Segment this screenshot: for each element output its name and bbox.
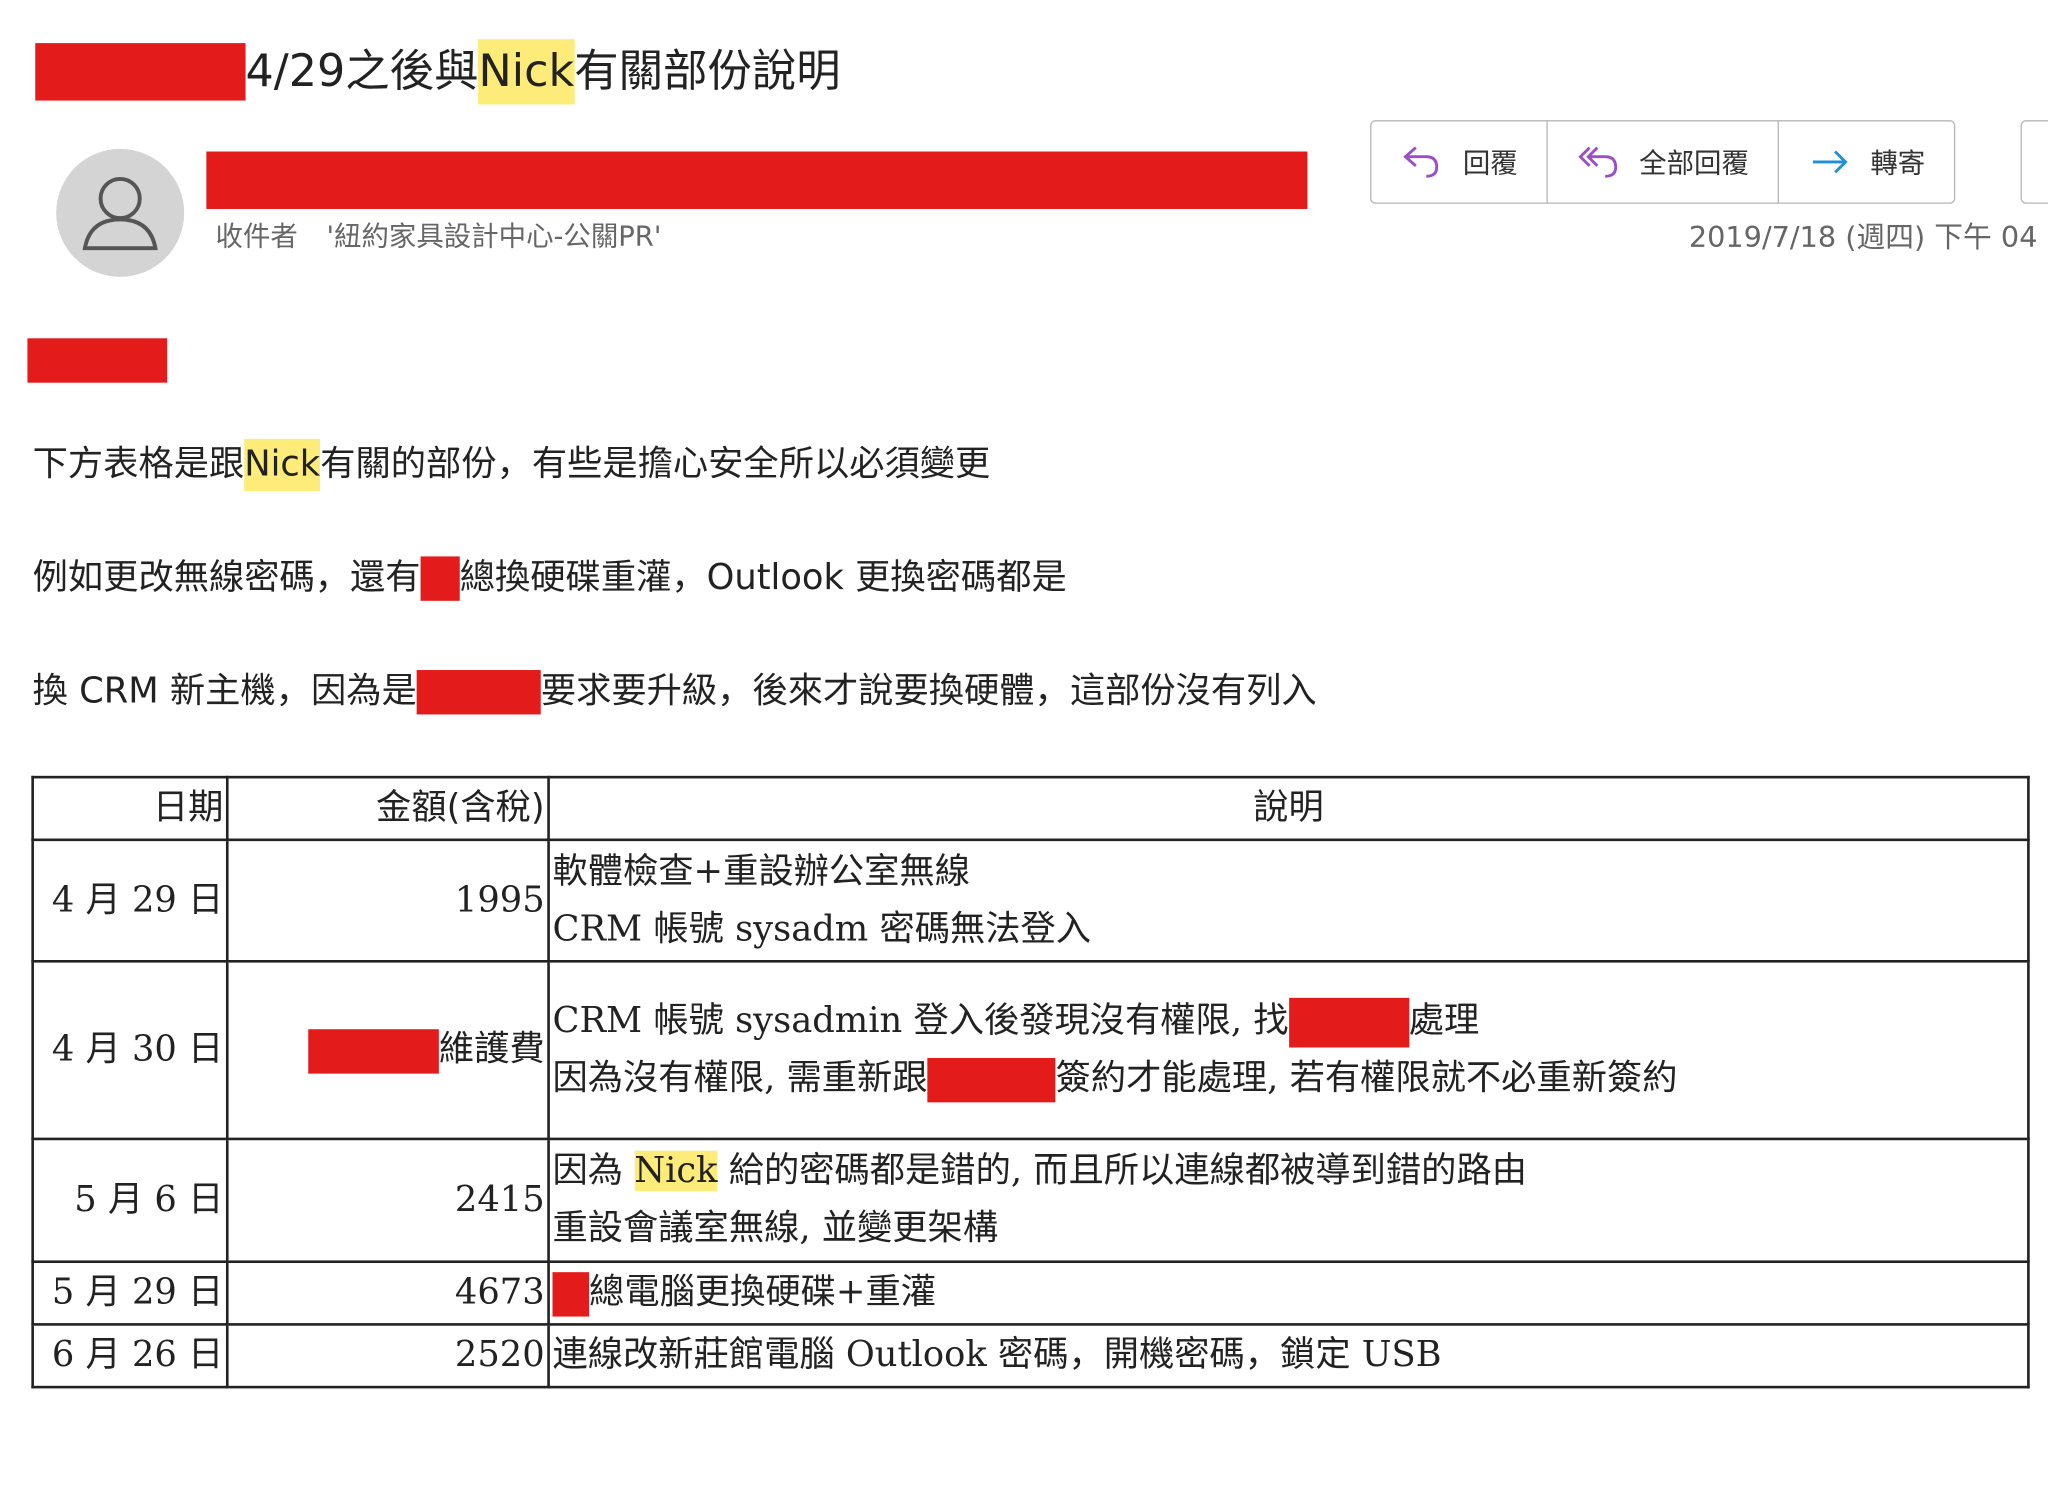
text: 因為沒有權限, 需重新跟 [552, 1057, 928, 1099]
charges-table: 日期 金額(含稅) 說明 4 月 29 日 1995 軟體檢查+重設辦公室無線 C… [31, 775, 2030, 1389]
cell-date: 5 月 6 日 [31, 1137, 229, 1264]
cell-date: 4 月 29 日 [31, 838, 229, 963]
subject-text-rest: 有關部份說明 [574, 45, 841, 98]
avatar[interactable] [56, 148, 185, 277]
desc-line: 連線改新莊館電腦 Outlook 密碼，開機密碼，鎖定 USB [552, 1334, 1442, 1376]
recipient-name[interactable]: '紐約家具設計中心-公關PR' [326, 220, 662, 253]
greeting-redaction [27, 338, 168, 383]
desc-line: 因為沒有權限, 需重新跟 簽約才能處理, 若有權限就不必重新簽約 [552, 1050, 2024, 1107]
action-toolbar: 回覆 全部回覆 轉寄 [1370, 120, 1956, 204]
cell-date: 6 月 26 日 [31, 1323, 229, 1389]
redaction [552, 1271, 590, 1316]
redaction [35, 43, 246, 101]
cell-description: CRM 帳號 sysadmin 登入後發現沒有權限, 找 處理 因為沒有權限, 需… [547, 959, 2030, 1141]
text: 換 CRM 新主機，因為是 [32, 671, 417, 712]
text: 例如更改無線密碼，還有 [32, 557, 421, 599]
body-paragraph-1: 下方表格是跟 Nick 有關的部份，有些是擔心安全所以必須變更 [32, 438, 991, 492]
redaction [420, 556, 460, 601]
reply-label: 回覆 [1462, 147, 1518, 179]
cell-amount: 4673 [225, 1260, 550, 1326]
desc-line: CRM 帳號 sysadm 密碼無法登入 [552, 908, 1092, 949]
subject-highlight: Nick [478, 39, 575, 105]
body-paragraph-3: 換 CRM 新主機，因為是 要求要升級，後來才說要換硬體，這部份沒有列入 [33, 666, 1317, 718]
reply-all-label: 全部回覆 [1639, 147, 1749, 179]
header-amount: 金額(含稅) [225, 775, 550, 842]
text: CRM 帳號 sysadmin 登入後發現沒有權限, 找 [552, 1000, 1289, 1041]
cell-amount: 2520 [225, 1323, 550, 1389]
redaction [416, 670, 541, 715]
reply-icon [1403, 146, 1439, 178]
text: 處理 [1408, 1000, 1480, 1041]
reply-button[interactable]: 回覆 [1371, 121, 1548, 203]
cell-amount: 2415 [225, 1137, 550, 1264]
redaction [927, 1057, 1056, 1102]
cell-amount: 1995 [225, 838, 550, 963]
recipient-label: 收件者 [215, 220, 298, 253]
desc-line: 總電腦更換硬碟+重灌 [552, 1264, 2024, 1321]
recipient-line: 收件者 '紐約家具設計中心-公關PR' [216, 216, 662, 255]
cell-date: 4 月 30 日 [31, 959, 229, 1141]
redaction [308, 1028, 439, 1073]
more-actions-button[interactable] [2020, 120, 2048, 204]
cell-date: 5 月 29 日 [31, 1260, 229, 1326]
forward-button[interactable]: 轉寄 [1779, 121, 1954, 202]
forward-icon [1812, 150, 1848, 174]
header-description: 說明 [547, 775, 2030, 842]
text: 因為 [552, 1150, 635, 1192]
person-icon [82, 176, 158, 251]
text: 簽約才能處理, 若有權限就不必重新簽約 [1055, 1057, 1678, 1099]
text: 總換硬碟重灌，Outlook 更換密碼都是 [459, 557, 1067, 599]
desc-line: 軟體檢查+重設辦公室無線 [552, 850, 970, 892]
forward-label: 轉寄 [1870, 147, 1926, 179]
table-row: 5 月 6 日 2415 因為 Nick 給的密碼都是錯的, 而且所以連線都被導… [31, 1137, 2030, 1264]
text: 總電腦更換硬碟+重灌 [589, 1272, 936, 1313]
table-header-row: 日期 金額(含稅) 說明 [31, 775, 2030, 842]
cell-amount: 維護費 [225, 959, 550, 1141]
amount-text: 維護費 [438, 1029, 545, 1070]
text: 要求要升級，後來才說要換硬體，這部份沒有列入 [540, 671, 1317, 712]
reply-all-button[interactable]: 全部回覆 [1548, 121, 1779, 203]
subject-text: 4/29之後與 [245, 45, 479, 98]
desc-line: 重設會議室無線, 並變更架構 [552, 1208, 999, 1249]
desc-line: CRM 帳號 sysadmin 登入後發現沒有權限, 找 處理 [552, 993, 2024, 1050]
highlight-text: Nick [634, 1150, 718, 1192]
sent-date: 2019/7/18 (週四) 下午 04 [1688, 222, 2038, 255]
sender-redaction [206, 151, 1308, 209]
table-row: 4 月 30 日 維護費 CRM 帳號 sysadmin 登入後發現沒有權限, … [31, 959, 2030, 1141]
cell-description: 連線改新莊館電腦 Outlook 密碼，開機密碼，鎖定 USB [547, 1323, 2030, 1389]
highlight-text: Nick [244, 438, 321, 492]
text: 有關的部份，有些是擔心安全所以必須變更 [320, 444, 991, 485]
table-row: 4 月 29 日 1995 軟體檢查+重設辦公室無線 CRM 帳號 sysadm … [31, 838, 2030, 963]
table-row: 6 月 26 日 2520 連線改新莊館電腦 Outlook 密碼，開機密碼，鎖… [31, 1323, 2030, 1389]
body-paragraph-2: 例如更改無線密碼，還有 總換硬碟重灌，Outlook 更換密碼都是 [33, 552, 1067, 604]
cell-description: 總電腦更換硬碟+重灌 [547, 1260, 2030, 1326]
text: 下方表格是跟 [32, 444, 245, 485]
header-date: 日期 [31, 775, 229, 842]
cell-description: 因為 Nick 給的密碼都是錯的, 而且所以連線都被導到錯的路由 重設會議室無線… [547, 1137, 2030, 1264]
text: 給的密碼都是錯的, 而且所以連線都被導到錯的路由 [717, 1150, 1527, 1192]
cell-description: 軟體檢查+重設辦公室無線 CRM 帳號 sysadm 密碼無法登入 [547, 838, 2030, 963]
redaction [1288, 997, 1409, 1047]
desc-line: 因為 Nick 給的密碼都是錯的, 而且所以連線都被導到錯的路由 [552, 1143, 2024, 1200]
table-row: 5 月 29 日 4673 總電腦更換硬碟+重灌 [31, 1260, 2030, 1326]
reply-all-icon [1578, 146, 1618, 178]
email-subject: 4/29之後與 Nick 有關部份說明 [35, 39, 841, 105]
